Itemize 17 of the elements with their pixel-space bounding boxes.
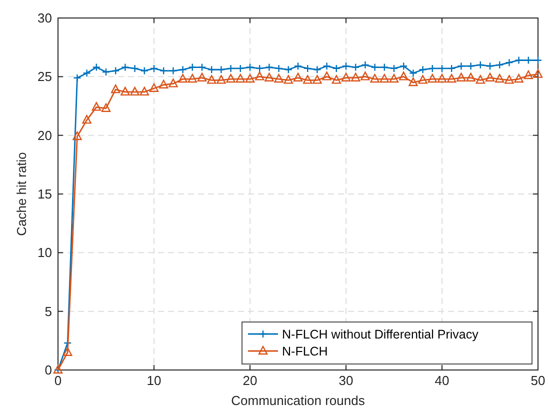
y-tick-label: 15 [38, 186, 52, 202]
y-tick-label: 30 [38, 10, 52, 26]
y-tick-label: 10 [38, 245, 52, 260]
x-tick-label: 50 [530, 373, 546, 388]
y-tick-label: 5 [44, 304, 52, 319]
x-tick-label: 0 [54, 373, 62, 388]
legend-label: N-FLCH without Differential Privacy [282, 328, 480, 342]
x-tick-label: 40 [434, 373, 450, 388]
x-tick-label: 10 [146, 373, 162, 388]
x-tick-label: 20 [242, 373, 258, 388]
y-tick-label: 0 [44, 362, 52, 378]
y-tick-label: 20 [38, 128, 52, 143]
y-tick-label: 25 [38, 69, 52, 84]
legend-label: N-FLCH [282, 344, 328, 358]
x-axis-title: Communication rounds [231, 393, 366, 408]
y-axis-title: Cache hit ratio [14, 152, 29, 236]
x-tick-label: 30 [338, 373, 354, 388]
